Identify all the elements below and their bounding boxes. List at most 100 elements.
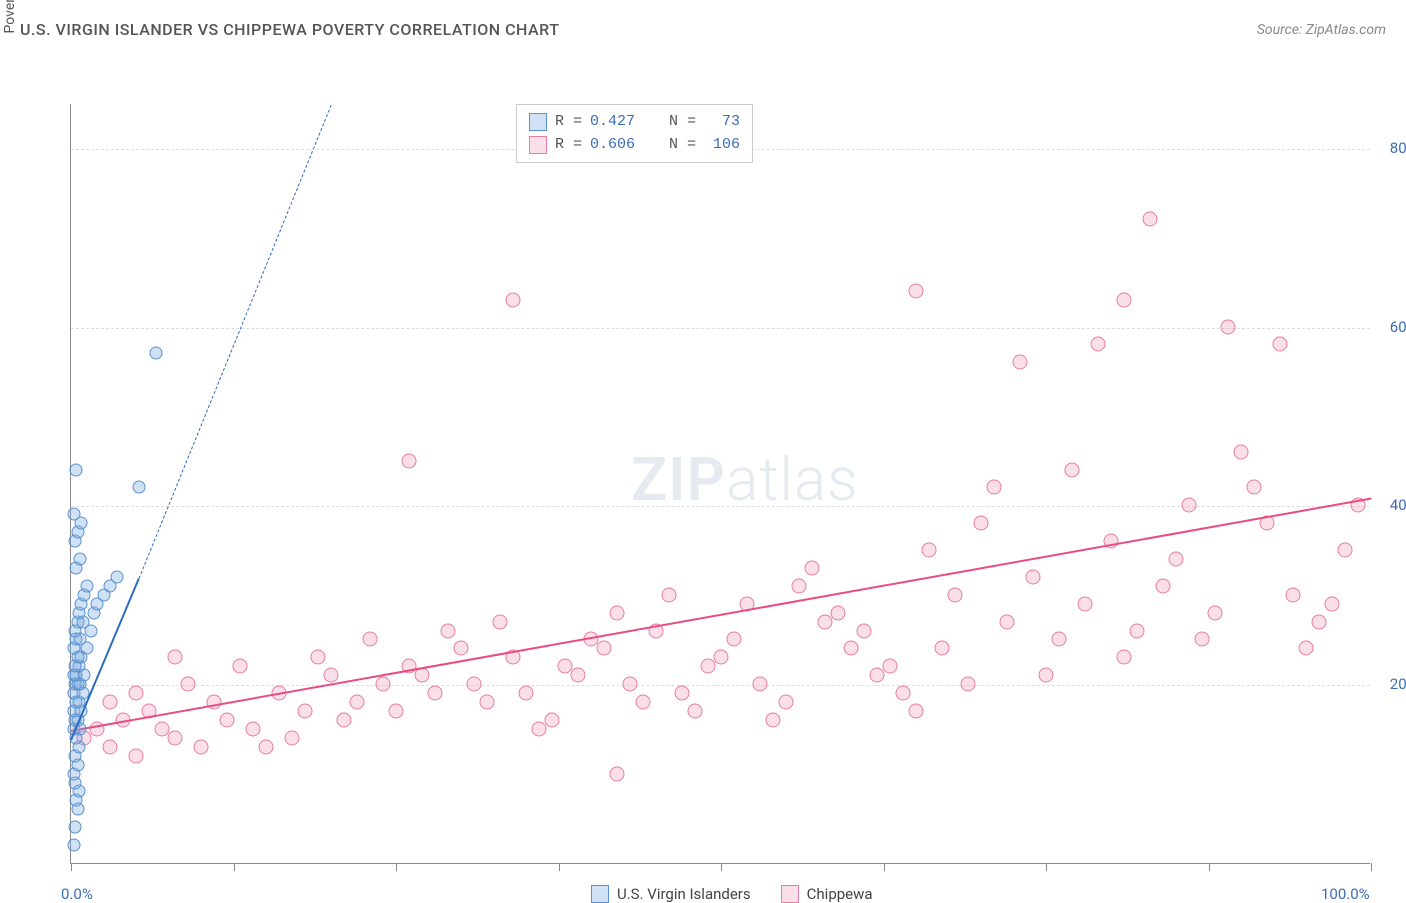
legend-swatch [529,113,547,131]
data-point-pink [792,578,807,593]
data-point-pink [1039,668,1054,683]
data-point-pink [389,704,404,719]
y-tick-label: 60.0% [1390,318,1406,336]
data-point-blue [110,570,123,583]
n-label: N = [669,111,696,134]
data-point-pink [987,480,1002,495]
data-point-pink [1299,641,1314,656]
data-point-pink [870,668,885,683]
data-point-pink [220,712,235,727]
legend-item: Chippewa [781,885,873,903]
data-point-pink [909,704,924,719]
data-point-pink [1338,543,1353,558]
data-point-pink [545,712,560,727]
data-point-pink [831,605,846,620]
data-point-pink [805,560,820,575]
data-point-pink [363,632,378,647]
data-point-pink [428,686,443,701]
data-point-pink [1065,462,1080,477]
data-point-blue [80,579,93,592]
data-point-pink [623,677,638,692]
data-point-pink [1273,337,1288,352]
series-legend: U.S. Virgin Islanders Chippewa [591,885,873,903]
gridline [71,685,1370,686]
data-point-pink [1286,587,1301,602]
x-tick [71,863,72,871]
data-point-pink [1026,569,1041,584]
data-point-pink [285,730,300,745]
data-point-pink [1052,632,1067,647]
data-point-pink [935,641,950,656]
data-point-pink [441,623,456,638]
data-point-blue [70,463,83,476]
x-tick-label: 100.0% [1321,885,1370,903]
data-point-pink [909,283,924,298]
data-point-pink [1169,552,1184,567]
data-point-pink [168,730,183,745]
data-point-pink [1117,650,1132,665]
trendline-pink [71,497,1371,731]
y-axis-label: Poverty [2,0,18,33]
chart-title: U.S. VIRGIN ISLANDER VS CHIPPEWA POVERTY… [20,20,559,39]
data-point-pink [727,632,742,647]
x-tick [559,863,560,871]
trendline-dash-blue [138,104,331,578]
data-point-pink [1156,578,1171,593]
data-point-pink [610,605,625,620]
data-point-pink [129,686,144,701]
data-point-pink [597,641,612,656]
data-point-blue [132,481,145,494]
data-point-blue [74,553,87,566]
data-point-pink [480,695,495,710]
legend-label: Chippewa [807,885,873,903]
legend-swatch [781,885,799,903]
source-label: Source: ZipAtlas.com [1257,22,1386,38]
x-tick [396,863,397,871]
data-point-pink [1247,480,1262,495]
y-tick-label: 40.0% [1390,496,1406,514]
plot-region: ZIPatlas 20.0%40.0%60.0%80.0%0.0%100.0%R… [70,104,1370,864]
data-point-pink [350,695,365,710]
data-point-blue [67,839,80,852]
data-point-pink [519,686,534,701]
data-point-pink [493,614,508,629]
legend-stats-row: R =0.606 N =106 [529,134,740,157]
data-point-pink [467,677,482,692]
legend-item: U.S. Virgin Islanders [591,885,751,903]
data-point-pink [259,739,274,754]
data-point-pink [1195,632,1210,647]
data-point-pink [1143,212,1158,227]
y-tick-label: 80.0% [1390,139,1406,157]
data-point-blue [67,508,80,521]
data-point-pink [1208,605,1223,620]
gridline [71,506,1370,507]
data-point-pink [454,641,469,656]
n-label: N = [669,134,696,157]
r-label: R = [555,134,582,157]
data-point-pink [883,659,898,674]
x-tick [234,863,235,871]
data-point-pink [103,695,118,710]
data-point-pink [857,623,872,638]
gridline [71,328,1370,329]
r-value: 0.606 [590,134,635,157]
data-point-pink [766,712,781,727]
data-point-pink [337,712,352,727]
data-point-pink [844,641,859,656]
data-point-pink [636,695,651,710]
data-point-pink [246,721,261,736]
data-point-pink [506,292,521,307]
r-label: R = [555,111,582,134]
data-point-pink [1234,444,1249,459]
data-point-pink [1013,355,1028,370]
data-point-pink [961,677,976,692]
x-tick [1371,863,1372,871]
data-point-pink [714,650,729,665]
data-point-pink [1221,319,1236,334]
data-point-pink [129,748,144,763]
data-point-pink [181,677,196,692]
x-tick [1209,863,1210,871]
legend-swatch [529,136,547,154]
data-point-pink [753,677,768,692]
r-value: 0.427 [590,111,635,134]
